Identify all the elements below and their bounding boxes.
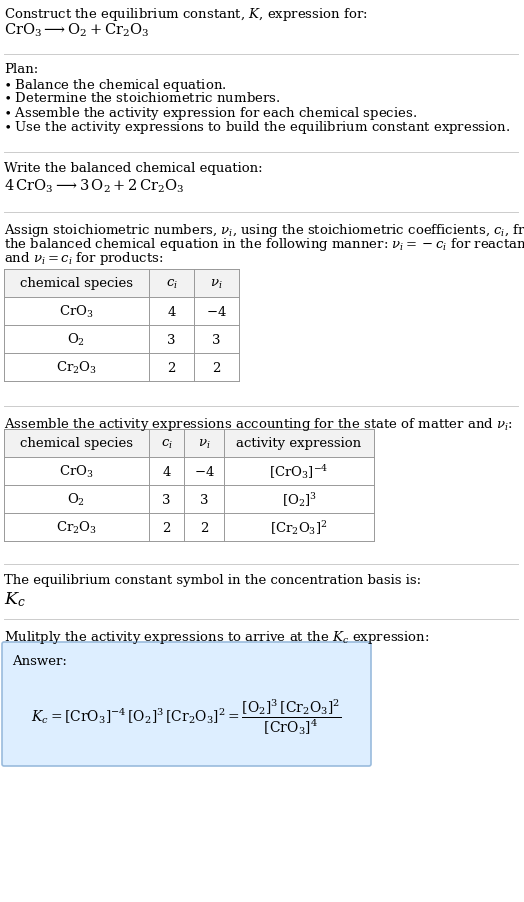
Text: activity expression: activity expression: [236, 437, 362, 450]
Text: $c_i$: $c_i$: [166, 277, 178, 290]
Text: $\mathrm{CrO_3} \longrightarrow \mathrm{O_2 + Cr_2O_3}$: $\mathrm{CrO_3} \longrightarrow \mathrm{…: [4, 22, 150, 40]
Text: $[\mathrm{O_2}]^3$: $[\mathrm{O_2}]^3$: [281, 491, 316, 509]
Text: and $\nu_i = c_i$ for products:: and $\nu_i = c_i$ for products:: [4, 250, 163, 267]
Text: 2: 2: [212, 361, 221, 374]
Text: 4: 4: [167, 305, 176, 318]
Text: 4: 4: [162, 465, 171, 478]
Text: $\bullet$ Assemble the activity expression for each chemical species.: $\bullet$ Assemble the activity expressi…: [4, 105, 417, 122]
Text: 2: 2: [162, 521, 171, 534]
Text: $\mathrm{Cr_2O_3}$: $\mathrm{Cr_2O_3}$: [56, 520, 97, 536]
Text: 2: 2: [200, 521, 208, 534]
Text: $-4$: $-4$: [193, 465, 214, 478]
Text: The equilibrium constant symbol in the concentration basis is:: The equilibrium constant symbol in the c…: [4, 574, 421, 586]
Text: Mulitply the activity expressions to arrive at the $K_c$ expression:: Mulitply the activity expressions to arr…: [4, 629, 430, 645]
Bar: [4, 354, 239, 382]
Text: $\nu_i$: $\nu_i$: [198, 437, 210, 450]
Text: $[\mathrm{Cr_2O_3}]^2$: $[\mathrm{Cr_2O_3}]^2$: [270, 519, 328, 537]
Text: chemical species: chemical species: [20, 437, 133, 450]
Bar: [4, 270, 239, 298]
Text: Assemble the activity expressions accounting for the state of matter and $\nu_i$: Assemble the activity expressions accoun…: [4, 416, 513, 433]
Text: $c_i$: $c_i$: [160, 437, 172, 450]
Text: Write the balanced chemical equation:: Write the balanced chemical equation:: [4, 161, 263, 175]
Text: 2: 2: [167, 361, 176, 374]
Text: $\mathrm{Cr_2O_3}$: $\mathrm{Cr_2O_3}$: [56, 360, 97, 375]
Text: Assign stoichiometric numbers, $\nu_i$, using the stoichiometric coefficients, $: Assign stoichiometric numbers, $\nu_i$, …: [4, 222, 524, 239]
Text: 3: 3: [200, 493, 208, 506]
Text: Plan:: Plan:: [4, 63, 38, 76]
Text: $K_c$: $K_c$: [4, 589, 26, 608]
Text: $\bullet$ Balance the chemical equation.: $\bullet$ Balance the chemical equation.: [4, 77, 226, 94]
Bar: [4, 513, 374, 541]
Text: $\bullet$ Determine the stoichiometric numbers.: $\bullet$ Determine the stoichiometric n…: [4, 91, 280, 105]
Text: $\mathrm{CrO_3}$: $\mathrm{CrO_3}$: [59, 464, 94, 480]
Text: $K_c = [\mathrm{CrO_3}]^{-4}\,[\mathrm{O_2}]^3\,[\mathrm{Cr_2O_3}]^2 = \dfrac{[\: $K_c = [\mathrm{CrO_3}]^{-4}\,[\mathrm{O…: [31, 696, 342, 736]
FancyBboxPatch shape: [2, 642, 371, 766]
Text: Construct the equilibrium constant, $K$, expression for:: Construct the equilibrium constant, $K$,…: [4, 6, 368, 23]
Text: 3: 3: [212, 333, 221, 346]
Text: chemical species: chemical species: [20, 277, 133, 290]
Text: $-4$: $-4$: [206, 305, 227, 318]
Text: $\mathrm{O_2}$: $\mathrm{O_2}$: [68, 492, 85, 508]
Text: $\nu_i$: $\nu_i$: [210, 277, 223, 290]
Text: $[\mathrm{CrO_3}]^{-4}$: $[\mathrm{CrO_3}]^{-4}$: [269, 463, 329, 481]
Bar: [4, 457, 374, 485]
Bar: [4, 298, 239, 326]
Bar: [4, 485, 374, 513]
Text: 3: 3: [167, 333, 176, 346]
Text: $\mathrm{O_2}$: $\mathrm{O_2}$: [68, 332, 85, 347]
Text: the balanced chemical equation in the following manner: $\nu_i = -c_i$ for react: the balanced chemical equation in the fo…: [4, 235, 524, 253]
Text: $\mathrm{CrO_3}$: $\mathrm{CrO_3}$: [59, 304, 94, 319]
Text: Answer:: Answer:: [12, 654, 67, 667]
Bar: [4, 429, 374, 457]
Text: $\bullet$ Use the activity expressions to build the equilibrium constant express: $\bullet$ Use the activity expressions t…: [4, 119, 510, 136]
Text: 3: 3: [162, 493, 171, 506]
Bar: [4, 326, 239, 354]
Text: $4\,\mathrm{CrO_3} \longrightarrow 3\,\mathrm{O_2} + 2\,\mathrm{Cr_2O_3}$: $4\,\mathrm{CrO_3} \longrightarrow 3\,\m…: [4, 178, 184, 195]
